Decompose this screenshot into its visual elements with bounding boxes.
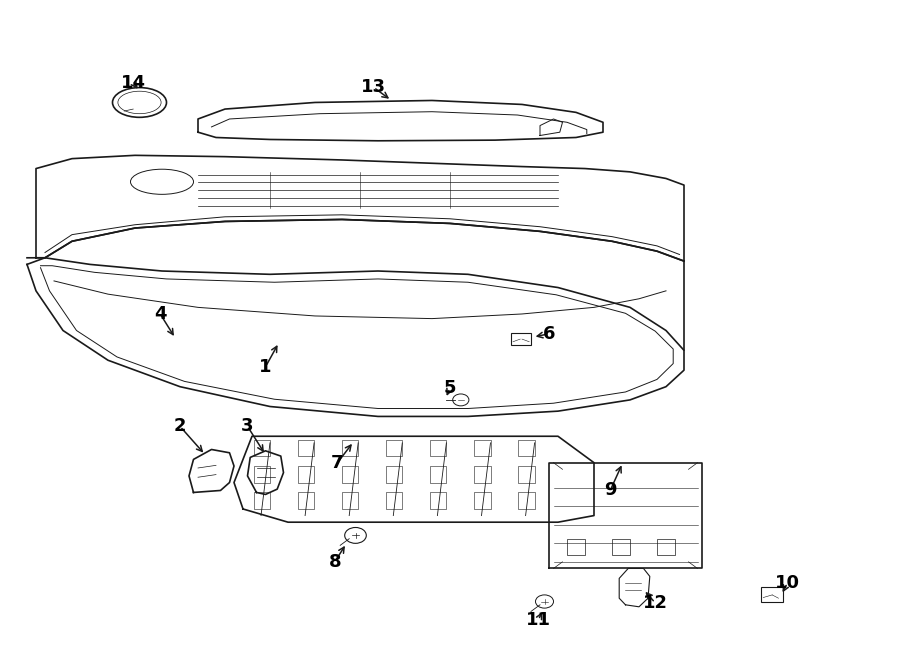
- Bar: [342, 466, 358, 483]
- Text: 3: 3: [241, 417, 254, 436]
- Text: 10: 10: [775, 574, 800, 592]
- Text: 9: 9: [604, 481, 617, 500]
- Bar: [430, 492, 446, 509]
- Bar: [518, 440, 535, 456]
- Bar: [474, 466, 490, 483]
- Bar: [254, 466, 270, 483]
- Bar: [474, 440, 490, 456]
- Bar: [430, 440, 446, 456]
- Bar: [511, 333, 531, 345]
- Text: 14: 14: [121, 73, 146, 92]
- Bar: [298, 440, 314, 456]
- Text: 8: 8: [328, 553, 341, 571]
- Text: 13: 13: [361, 78, 386, 97]
- Bar: [342, 492, 358, 509]
- Bar: [386, 440, 402, 456]
- Text: 12: 12: [643, 594, 668, 612]
- Text: 5: 5: [444, 379, 456, 397]
- Text: 6: 6: [543, 325, 555, 343]
- Bar: [657, 539, 675, 555]
- Bar: [518, 492, 535, 509]
- Bar: [430, 466, 446, 483]
- Bar: [254, 492, 270, 509]
- Text: 4: 4: [154, 305, 166, 323]
- Bar: [254, 440, 270, 456]
- Bar: [298, 466, 314, 483]
- Bar: [567, 539, 585, 555]
- Bar: [298, 492, 314, 509]
- Bar: [760, 587, 783, 602]
- Text: 11: 11: [526, 611, 551, 629]
- Bar: [386, 492, 402, 509]
- Text: 1: 1: [259, 358, 272, 376]
- Text: 2: 2: [174, 417, 186, 436]
- Bar: [342, 440, 358, 456]
- Bar: [518, 466, 535, 483]
- Bar: [386, 466, 402, 483]
- Bar: [612, 539, 630, 555]
- Text: 7: 7: [331, 453, 344, 472]
- Bar: [474, 492, 490, 509]
